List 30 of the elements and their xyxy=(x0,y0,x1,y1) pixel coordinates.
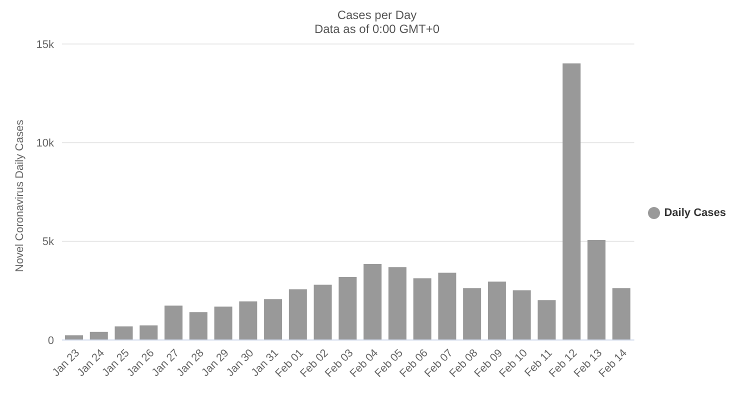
bar xyxy=(364,264,382,340)
y-tick-label: 10k xyxy=(36,138,54,150)
y-tick-label: 15k xyxy=(36,38,54,51)
bar xyxy=(587,240,606,340)
bar xyxy=(288,289,307,340)
chart-subtitle: Data as of 0:00 GMT+0 xyxy=(313,22,441,36)
bar xyxy=(90,332,108,340)
bar xyxy=(338,277,357,340)
y-tick-label: 5k xyxy=(42,236,54,248)
bar xyxy=(512,290,531,340)
bar xyxy=(463,288,482,340)
bar xyxy=(388,267,406,340)
y-tick-label: 0 xyxy=(48,334,54,347)
bar xyxy=(413,278,432,340)
bar xyxy=(114,326,133,340)
legend-label: Daily Cases xyxy=(664,206,726,219)
bar xyxy=(488,282,506,340)
bar xyxy=(239,301,258,340)
chart-title: Cases per Day xyxy=(336,8,418,22)
bar xyxy=(314,284,332,340)
bar xyxy=(612,288,630,340)
y-axis-title: Novel Coronavirus Daily Cases xyxy=(14,119,26,272)
bar xyxy=(189,312,208,340)
bar xyxy=(438,272,456,340)
bar xyxy=(214,306,232,340)
bar xyxy=(562,63,581,340)
bar xyxy=(264,299,282,340)
bar xyxy=(538,300,556,340)
bar xyxy=(140,325,158,340)
bar xyxy=(164,306,183,340)
